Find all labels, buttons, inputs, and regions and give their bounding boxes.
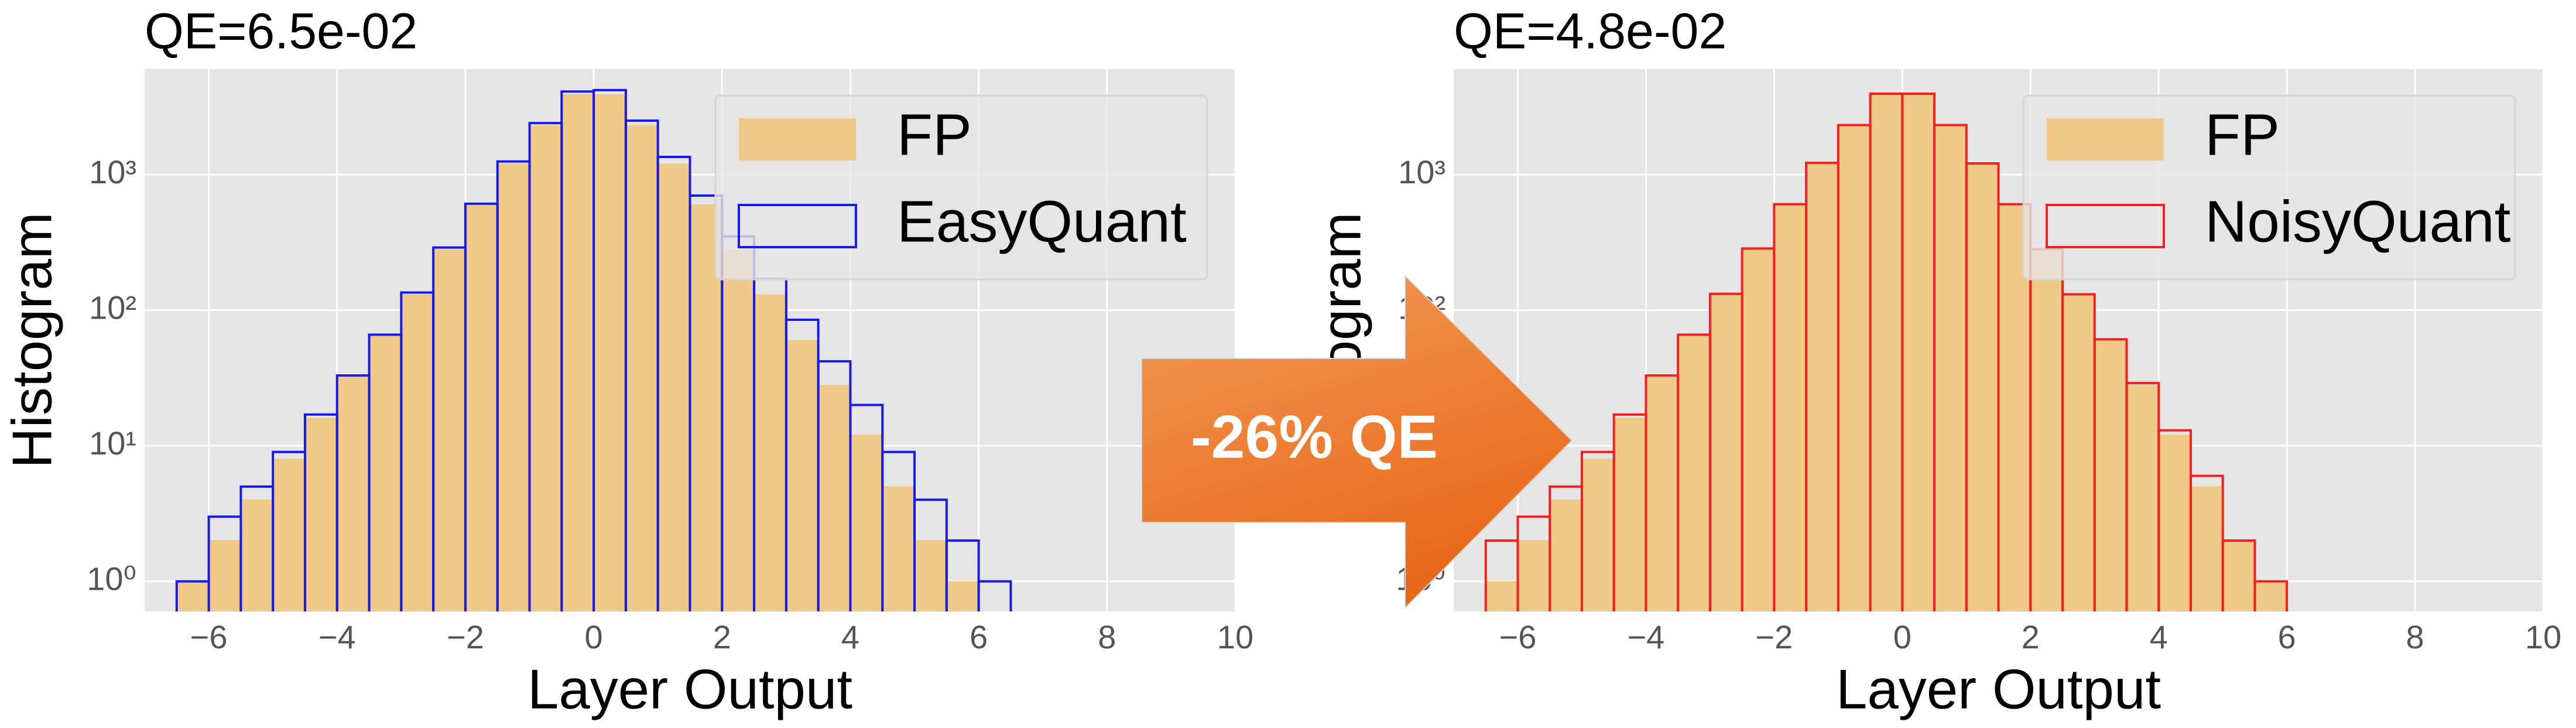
- bar: [1870, 94, 1903, 611]
- bar: [657, 163, 691, 611]
- bar: [2158, 435, 2191, 611]
- bar: [1773, 204, 1807, 611]
- x-tick-label: 8: [2406, 618, 2424, 655]
- arrow-shape: [1141, 274, 1573, 610]
- y-tick-label: 10¹: [89, 425, 136, 462]
- bar: [1902, 94, 1935, 611]
- chart-title: QE=4.8e-02: [1454, 4, 1727, 60]
- bar: [1966, 163, 1999, 611]
- x-tick-label: 4: [841, 618, 859, 655]
- x-tick-label: 0: [1893, 618, 1912, 655]
- bar: [240, 499, 273, 611]
- legend-swatch: [738, 204, 857, 248]
- bar: [304, 418, 338, 611]
- bar: [272, 459, 306, 611]
- bar: [433, 249, 466, 611]
- chart: −6 −4 −2 0 2 4 6 8 10 10⁰ 10¹ 10² 10³ QE=6.5e-02 Layer…: [1, 4, 1253, 721]
- bar: [593, 94, 626, 611]
- bar: [2254, 581, 2287, 611]
- x-axis-label: Layer Output: [1836, 658, 2161, 720]
- step-bar: [977, 580, 1012, 611]
- bar: [1549, 499, 1582, 611]
- x-tick-label: 2: [713, 618, 731, 655]
- bar: [176, 581, 210, 611]
- bar: [2126, 385, 2159, 611]
- bar: [1934, 125, 1967, 611]
- x-tick-label: 6: [970, 618, 988, 655]
- bar: [849, 435, 883, 611]
- bar: [946, 581, 979, 611]
- x-tick-label: 8: [1098, 618, 1116, 655]
- bar: [1806, 163, 1839, 611]
- legend-label: FP: [897, 102, 972, 168]
- y-tick-label: 10²: [89, 289, 136, 326]
- bar: [1517, 540, 1550, 611]
- legend-label: EasyQuant: [897, 189, 1187, 254]
- bar: [2190, 486, 2224, 611]
- x-tick-label: 0: [585, 618, 603, 655]
- step-bar: [2253, 580, 2289, 611]
- x-axis-label: Layer Output: [527, 658, 852, 720]
- x-tick-label: 10: [2525, 618, 2561, 655]
- chart: −6−4−2024681010⁰10¹10²10³QE=4.8e-02Layer…: [1310, 4, 2561, 721]
- legend-swatch: [739, 118, 856, 160]
- x-tick-label: −4: [318, 618, 356, 655]
- bar: [1838, 125, 1871, 611]
- x-tick-label: −4: [1627, 618, 1664, 655]
- bar: [337, 377, 370, 611]
- y-axis-label: Histogram: [1, 212, 63, 468]
- bar: [400, 294, 434, 611]
- chart-title: QE=6.5e-02: [145, 4, 417, 60]
- bar: [753, 294, 787, 611]
- legend-swatch: [2047, 118, 2164, 160]
- plot-area: [175, 88, 1012, 611]
- bar: [497, 163, 530, 611]
- bar: [721, 249, 755, 611]
- bar: [561, 94, 594, 611]
- annotation-text: -26% QE: [1191, 403, 1438, 471]
- legend-swatch: [2046, 204, 2165, 248]
- bar: [1645, 377, 1678, 611]
- bar: [465, 204, 498, 611]
- x-tick-label: −6: [1499, 618, 1537, 655]
- bar: [1742, 249, 1775, 611]
- bar: [1614, 418, 1646, 611]
- x-tick-label: 4: [2150, 618, 2168, 655]
- bar: [1677, 335, 1711, 611]
- x-tick-label: 10: [1217, 618, 1253, 655]
- bar: [1710, 294, 1743, 611]
- bar: [369, 335, 402, 611]
- bar: [529, 125, 562, 611]
- bar: [786, 340, 819, 611]
- bar: [1581, 459, 1615, 611]
- x-tick-label: −2: [1755, 618, 1793, 655]
- bar: [208, 540, 241, 611]
- bar: [625, 125, 659, 611]
- bar: [882, 486, 915, 611]
- plot-area: [1484, 93, 2289, 611]
- x-tick-label: 6: [2278, 618, 2296, 655]
- bar: [2030, 249, 2063, 611]
- bar: [914, 540, 947, 611]
- x-tick-label: 2: [2022, 618, 2040, 655]
- x-tick-label: −6: [190, 618, 228, 655]
- y-tick-label: 10⁰: [87, 560, 136, 597]
- y-tick-label: 10³: [89, 153, 136, 190]
- bar: [1485, 581, 1518, 611]
- legend-label: FP: [2205, 102, 2280, 168]
- bar: [2222, 540, 2255, 611]
- legend-label: NoisyQuant: [2205, 189, 2511, 254]
- y-tick-label: 10³: [1398, 153, 1445, 190]
- bar: [2062, 294, 2095, 611]
- bar: [818, 385, 851, 611]
- x-tick-label: −2: [447, 618, 484, 655]
- bar: [2094, 340, 2127, 611]
- annotation-arrow: -26% QE: [1141, 274, 1573, 610]
